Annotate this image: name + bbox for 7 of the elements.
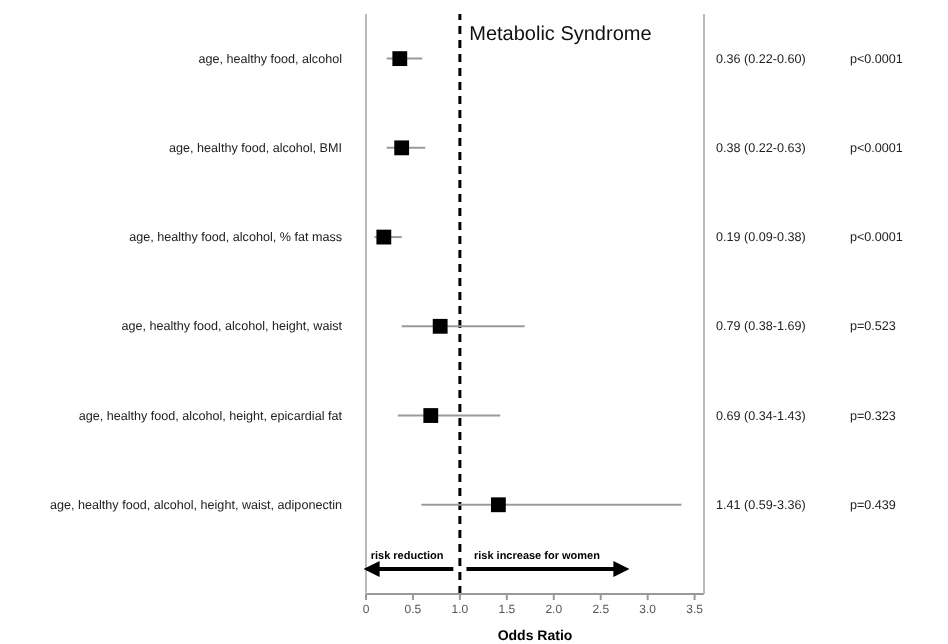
point xyxy=(394,140,410,156)
point xyxy=(376,229,392,245)
point xyxy=(423,408,439,423)
point xyxy=(392,51,408,67)
point xyxy=(490,497,506,513)
point xyxy=(432,318,448,334)
text: Metabolic Syndrome xyxy=(469,24,653,46)
